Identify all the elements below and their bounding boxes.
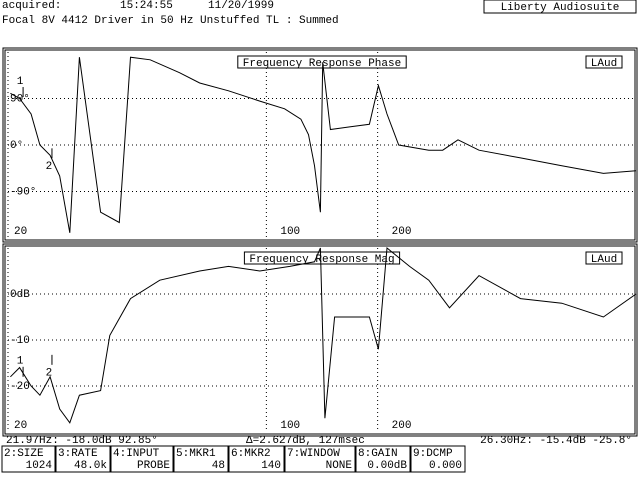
status-marker2: 26.30Hz: -15.4dB -25.8° xyxy=(480,435,632,447)
y-tick-label: -20 xyxy=(10,381,30,393)
function-key-name: 6:MKR2 xyxy=(231,448,271,460)
status-marker1: 21.97Hz: -18.0dB 92.85° xyxy=(6,435,158,447)
trace xyxy=(10,56,637,233)
x-tick-label: 20 xyxy=(14,226,27,238)
function-key-value: NONE xyxy=(326,460,353,472)
function-key[interactable] xyxy=(228,445,285,473)
badge: LAud xyxy=(591,254,617,266)
y-tick-label: -10 xyxy=(10,335,30,347)
badge-box xyxy=(585,55,623,69)
marker-label: 1 xyxy=(17,356,24,368)
function-key-value: PROBE xyxy=(137,460,170,472)
trace xyxy=(10,247,637,424)
y-tick-label: 0dB xyxy=(10,289,30,301)
function-key-name: 7:WINDOW xyxy=(287,448,340,460)
function-key[interactable] xyxy=(55,445,111,473)
function-key-name: 8:GAIN xyxy=(358,448,398,460)
y-tick-label: 0° xyxy=(10,140,23,152)
function-key-value: 1024 xyxy=(26,460,53,472)
x-tick-label: 200 xyxy=(392,226,412,238)
chart-title: Frequency Response Mag xyxy=(249,254,394,266)
function-key-value: 48.0k xyxy=(74,460,107,472)
app-box xyxy=(483,0,637,14)
plot-frame xyxy=(2,47,638,243)
function-key-value: 0.000 xyxy=(429,460,462,472)
function-key[interactable] xyxy=(410,445,466,473)
status-delta: Δ=2.627dB, 127msec xyxy=(246,435,365,447)
function-key[interactable] xyxy=(110,445,174,473)
function-key[interactable] xyxy=(173,445,229,473)
title-box xyxy=(237,55,407,69)
function-key-name: 4:INPUT xyxy=(113,448,160,460)
date: 11/20/1999 xyxy=(208,0,274,12)
function-key[interactable] xyxy=(1,445,56,473)
badge-box xyxy=(585,251,623,265)
function-key-name: 5:MKR1 xyxy=(176,448,216,460)
time: 15:24:55 xyxy=(120,0,173,12)
plot-frame-inner xyxy=(4,49,636,241)
badge: LAud xyxy=(591,58,617,70)
acquired-label: acquired: xyxy=(2,0,61,12)
x-tick-label: 100 xyxy=(280,420,300,432)
x-tick-label: 20 xyxy=(14,420,27,432)
function-key-value: 48 xyxy=(212,460,225,472)
description: Focal 8V 4412 Driver in 50 Hz Unstuffed … xyxy=(2,15,339,27)
marker-label: 2 xyxy=(46,368,53,380)
function-key[interactable] xyxy=(284,445,356,473)
function-key-name: 3:RATE xyxy=(58,448,98,460)
marker-label: 2 xyxy=(46,161,53,173)
function-key-value: 140 xyxy=(261,460,281,472)
x-tick-label: 100 xyxy=(280,226,300,238)
function-key-name: 9:DCMP xyxy=(413,448,453,460)
chart-title: Frequency Response Phase xyxy=(243,58,401,70)
plot-frame xyxy=(2,243,638,437)
function-key[interactable] xyxy=(355,445,411,473)
app-name: Liberty Audiosuite xyxy=(501,2,620,14)
x-tick-label: 200 xyxy=(392,420,412,432)
plot-frame-inner xyxy=(4,245,636,435)
function-key-value: 0.00dB xyxy=(367,460,407,472)
function-key-name: 2:SIZE xyxy=(4,448,44,460)
y-tick-label: -90° xyxy=(10,186,36,198)
marker-label: 1 xyxy=(17,76,24,88)
